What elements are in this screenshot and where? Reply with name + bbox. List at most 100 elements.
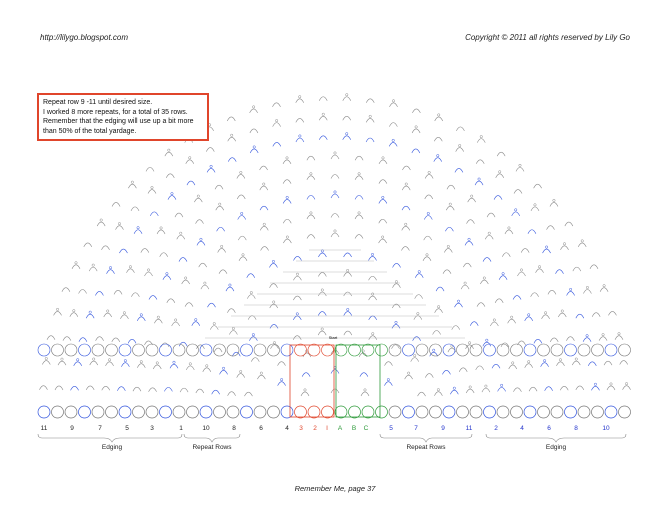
stitch	[111, 337, 121, 343]
picot	[381, 235, 385, 239]
motif	[240, 343, 253, 357]
stitch	[318, 272, 327, 277]
picot	[580, 239, 584, 243]
picot	[209, 164, 213, 168]
motif	[604, 405, 618, 419]
picot	[321, 112, 325, 116]
stitch	[249, 128, 259, 134]
stitch	[277, 381, 286, 386]
stitch	[451, 325, 461, 330]
stitch	[171, 321, 180, 327]
stitch	[164, 387, 173, 392]
motif	[510, 343, 523, 357]
stitch	[410, 357, 419, 362]
motif	[213, 405, 226, 419]
stitch	[368, 335, 378, 340]
stitch	[194, 197, 203, 203]
picot	[601, 333, 605, 337]
stitch	[460, 284, 470, 290]
stitch	[196, 344, 205, 349]
row-label: 3	[150, 425, 154, 432]
picot	[407, 371, 411, 375]
picot	[477, 177, 481, 181]
picot	[368, 114, 372, 118]
picot	[345, 93, 349, 97]
stitch	[73, 361, 82, 366]
stitch	[282, 218, 292, 224]
picot	[320, 288, 324, 292]
stitch	[277, 361, 286, 366]
motif	[294, 405, 307, 419]
stitch	[389, 102, 398, 107]
motif	[253, 343, 267, 357]
stitch	[495, 173, 504, 178]
group-label: Edging	[102, 444, 123, 451]
motif	[564, 343, 577, 357]
row-label: 2	[313, 425, 317, 432]
stitch	[378, 218, 388, 224]
picot	[239, 370, 243, 374]
stitch	[475, 365, 484, 371]
stitch	[401, 226, 411, 231]
motif	[64, 343, 78, 357]
stitch	[70, 386, 79, 391]
stitch	[61, 287, 71, 292]
row-label: I	[326, 425, 328, 432]
picot	[527, 313, 531, 317]
motif	[496, 405, 510, 419]
picot	[333, 229, 337, 233]
picot	[371, 253, 374, 256]
picot	[156, 315, 160, 319]
stitch	[464, 241, 474, 246]
stitch	[575, 385, 585, 391]
stitch	[330, 174, 340, 179]
stitch	[214, 184, 224, 190]
motif	[429, 405, 442, 419]
copyright: Copyright © 2011 all rights reserved by …	[465, 33, 630, 42]
stitch	[249, 148, 259, 154]
stitch	[622, 385, 631, 390]
stitch	[269, 263, 278, 268]
picot	[262, 182, 266, 186]
picot	[199, 237, 203, 241]
stitch	[101, 245, 110, 250]
picot	[391, 138, 395, 142]
stitch	[619, 360, 628, 365]
stitch	[614, 335, 624, 340]
picot	[448, 202, 452, 206]
stitch	[293, 256, 302, 261]
stitch	[306, 214, 316, 220]
stitch	[480, 279, 489, 285]
stitch	[166, 173, 175, 178]
stitch	[414, 273, 424, 278]
stitch	[207, 302, 216, 308]
picot	[167, 148, 171, 152]
stitch	[317, 311, 327, 316]
stitch	[598, 336, 608, 341]
stitch	[442, 370, 451, 375]
stitch	[236, 373, 245, 378]
picot	[72, 309, 76, 313]
picot	[251, 333, 255, 337]
stitch	[185, 159, 195, 164]
stitch	[482, 257, 492, 262]
row-label: 5	[389, 425, 393, 432]
stitch	[95, 336, 104, 341]
picot	[436, 154, 440, 158]
stitch	[145, 167, 155, 172]
stitch	[343, 252, 352, 258]
stitch	[225, 286, 235, 292]
stitch	[424, 215, 433, 220]
stitch	[401, 205, 411, 211]
stitch	[292, 335, 302, 340]
stitch	[154, 318, 163, 324]
motif	[37, 405, 51, 419]
stitch	[140, 248, 150, 253]
crochet-diagram: Start 11 9 7 5 3 1 10 8 6 4 3 2 I A B C 5 7 9 11 2 4 6 8 10 Edgin…	[37, 93, 631, 451]
picot	[184, 276, 188, 280]
stitch	[216, 226, 225, 232]
motif	[523, 405, 537, 419]
picot	[136, 226, 140, 230]
picot	[280, 378, 284, 382]
picot	[625, 382, 629, 386]
